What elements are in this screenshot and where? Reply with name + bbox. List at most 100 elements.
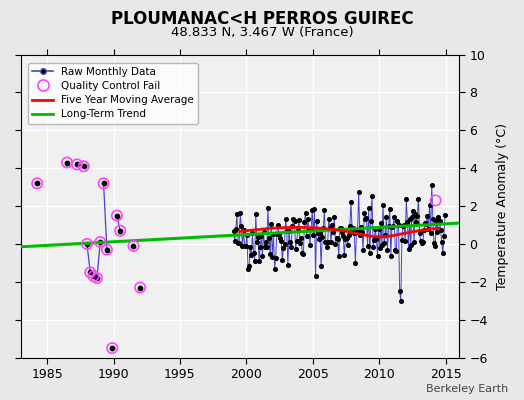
Point [308,206,316,213]
Point [435,218,444,224]
Point [301,210,310,216]
Point [388,224,396,230]
Point [73,161,81,168]
Point [361,216,369,222]
Point [379,202,387,208]
Point [252,211,260,218]
Point [230,228,238,234]
Point [270,265,279,272]
Point [73,161,81,168]
Point [247,251,256,258]
Point [100,180,108,186]
Point [372,236,380,242]
Point [93,275,101,281]
Point [116,228,124,234]
Point [343,242,352,248]
Point [63,159,71,166]
Point [279,245,288,251]
Point [307,226,315,232]
Point [274,222,282,228]
Point [96,239,104,245]
Point [335,253,343,260]
Point [232,225,240,232]
Point [289,216,298,222]
Point [359,247,367,253]
Point [83,241,91,247]
Point [321,239,330,245]
Point [406,216,414,222]
Point [355,189,363,195]
Point [129,243,138,249]
Point [351,260,359,266]
Point [292,237,301,244]
Point [427,230,435,236]
Point [331,241,340,248]
Point [352,229,361,235]
Point [365,205,373,212]
Point [244,266,252,272]
Point [299,251,308,258]
Point [286,239,294,245]
Point [297,235,305,242]
Legend: Raw Monthly Data, Quality Control Fail, Five Year Moving Average, Long-Term Tren: Raw Monthly Data, Quality Control Fail, … [28,63,198,124]
Point [298,250,307,256]
Point [255,258,263,264]
Point [375,226,383,232]
Point [265,234,273,241]
Point [439,250,447,256]
Point [283,261,292,268]
Point [412,219,420,226]
Point [366,250,374,257]
Point [390,214,398,220]
Point [86,269,94,276]
Point [281,216,290,222]
Point [347,198,355,205]
Point [411,210,419,217]
Point [256,243,265,250]
Point [100,180,108,186]
Point [313,230,322,236]
Text: PLOUMANAC<H PERROS GUIREC: PLOUMANAC<H PERROS GUIREC [111,10,413,28]
Point [339,233,347,240]
Point [403,218,411,225]
Point [416,230,424,236]
Point [271,255,280,262]
Point [441,212,449,218]
Point [367,218,375,225]
Point [353,228,362,234]
Point [408,213,416,220]
Point [108,345,116,351]
Point [380,240,388,246]
Point [425,202,434,209]
Point [400,222,408,228]
Point [269,230,278,237]
Point [330,214,339,221]
Point [293,227,302,233]
Point [296,240,304,246]
Point [80,163,88,170]
Point [253,238,261,245]
Point [322,243,331,250]
Point [360,210,368,216]
Point [398,237,406,244]
Point [108,345,116,351]
Point [96,239,104,245]
Point [245,263,253,269]
Point [428,182,436,188]
Point [288,223,297,229]
Point [438,239,446,246]
Point [246,244,255,250]
Point [264,204,272,211]
Point [338,229,346,236]
Point [350,230,358,236]
Point [345,232,353,238]
Point [383,247,391,253]
Point [389,222,397,229]
Point [391,246,399,253]
Point [346,222,354,229]
Point [263,244,271,250]
Point [309,232,318,238]
Point [290,218,299,224]
Point [336,225,344,231]
Point [399,222,407,229]
